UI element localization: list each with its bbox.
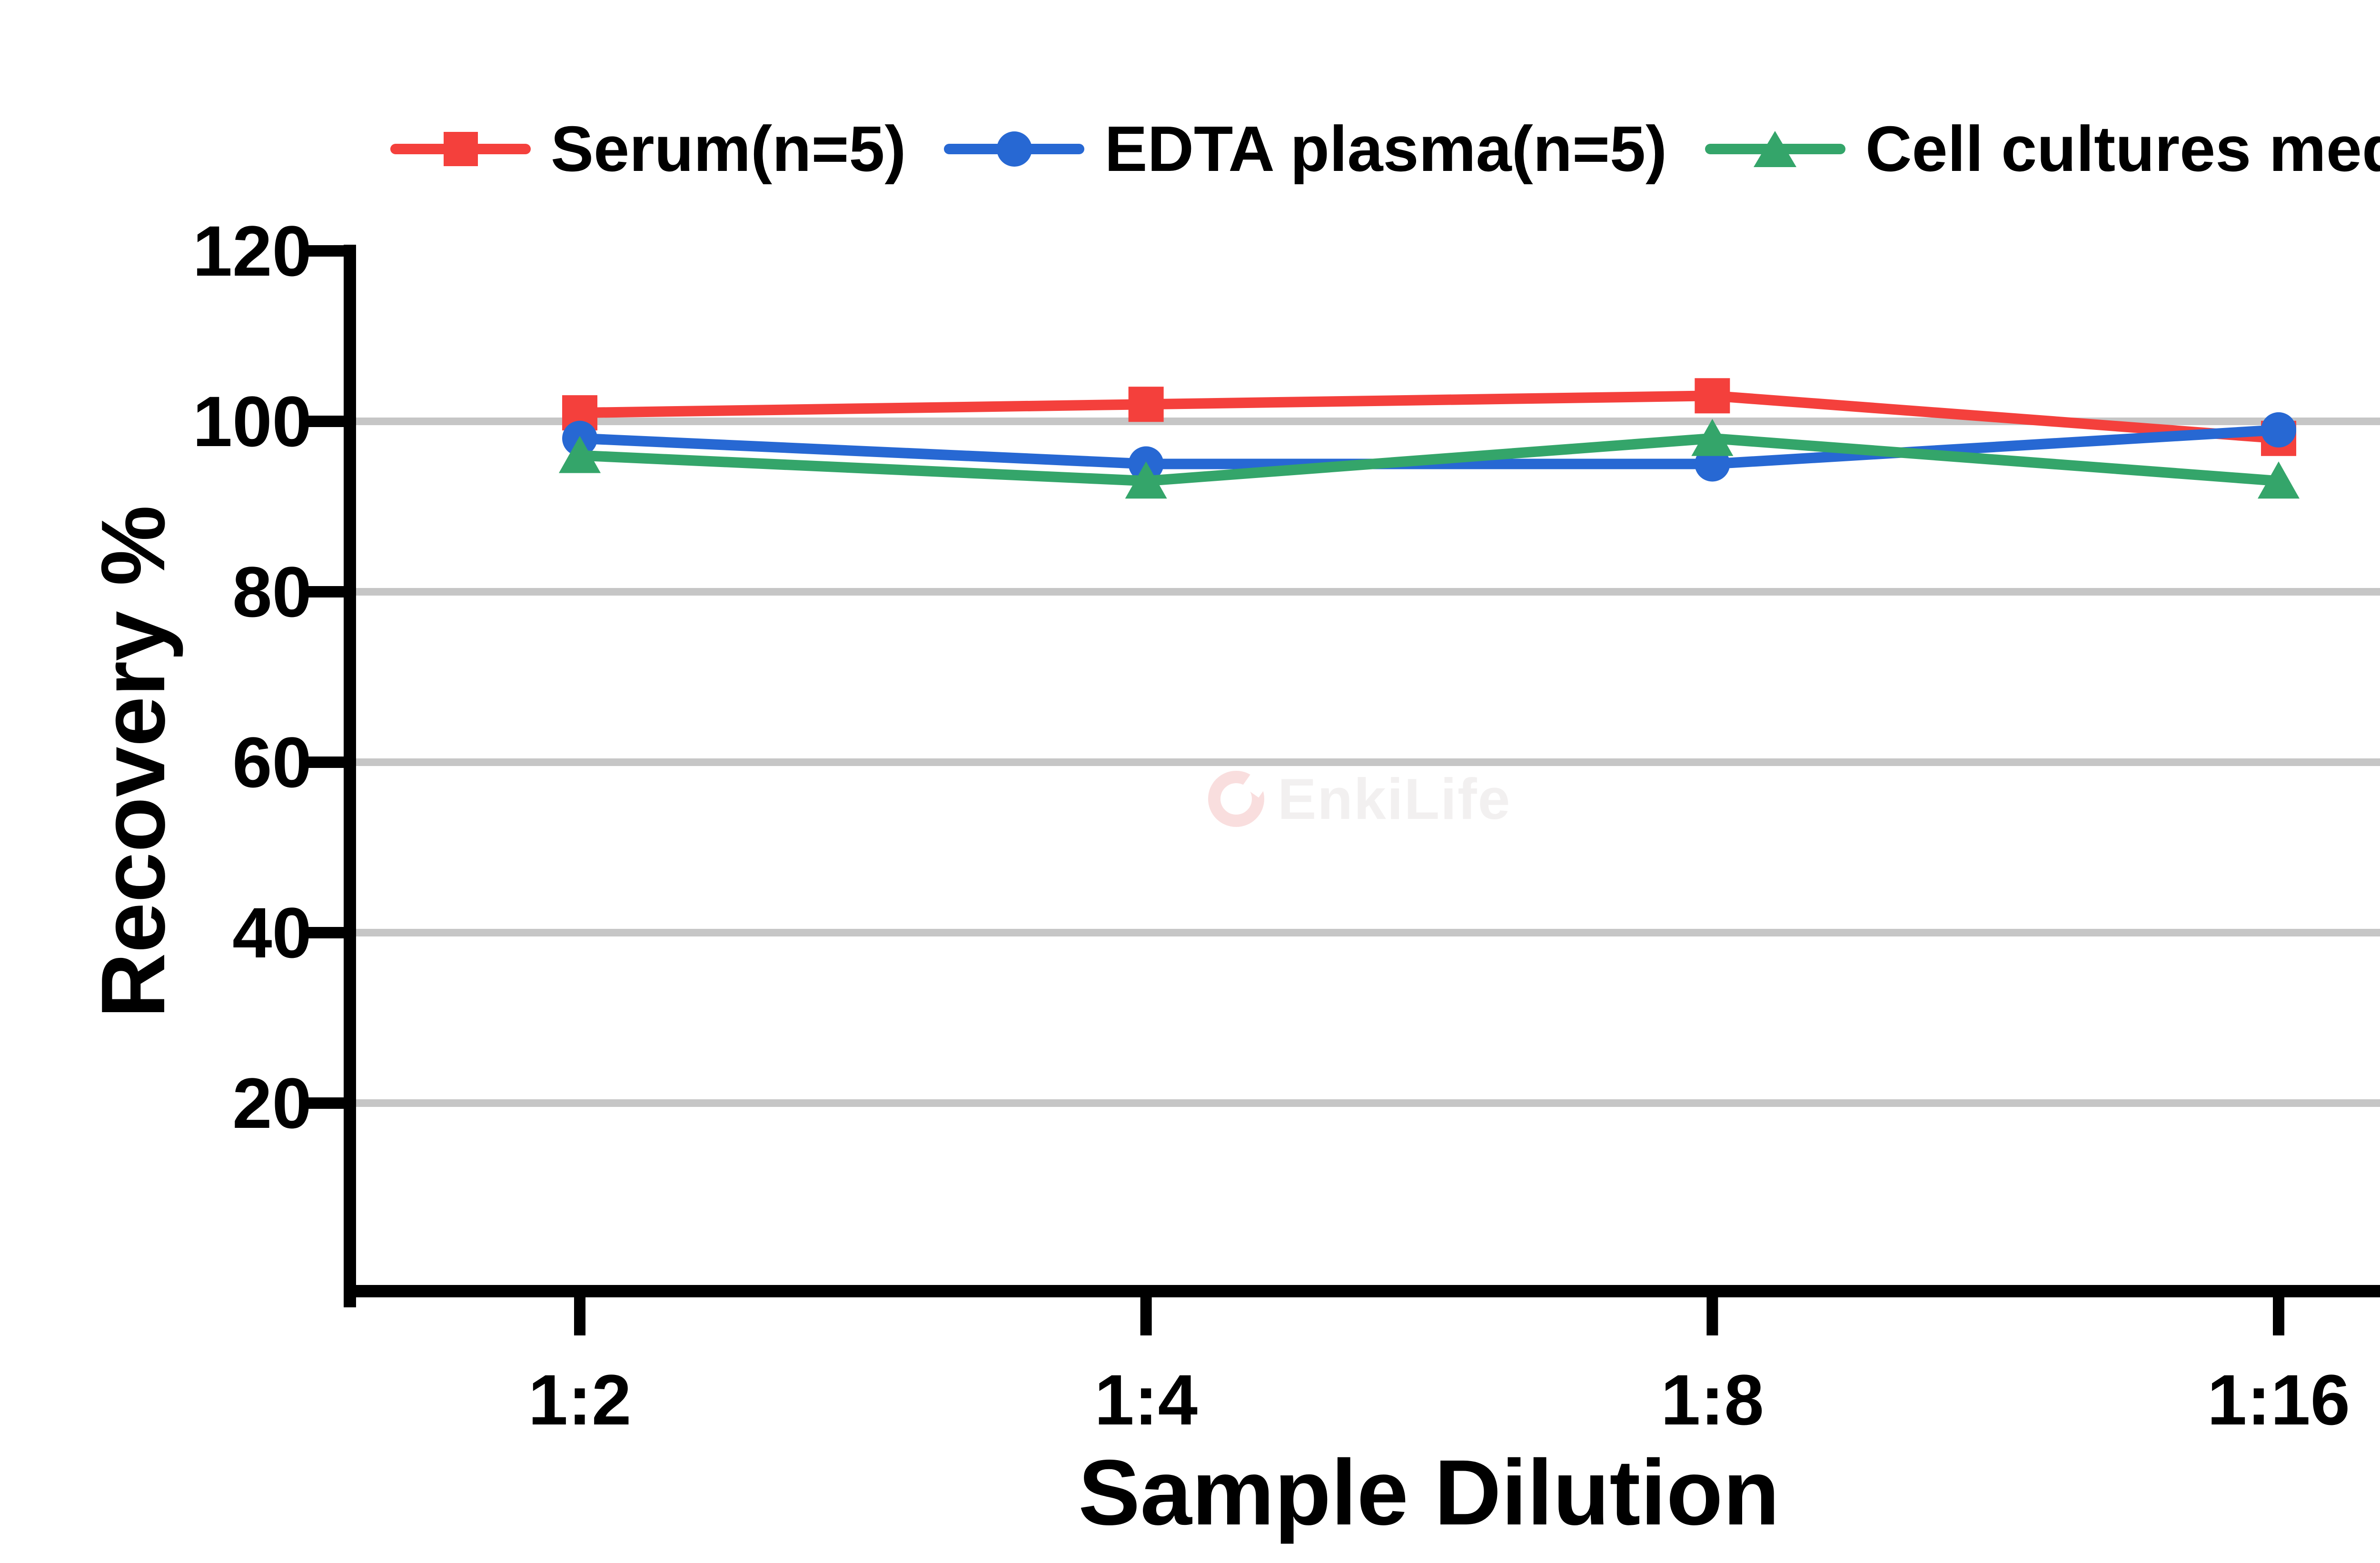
x-tick-label-1:2: 1:2 <box>528 1360 632 1440</box>
y-tick-label-40: 40 <box>232 893 312 973</box>
series-line-Serum(n=5) <box>575 390 2284 444</box>
x-tick-label-1:16: 1:16 <box>2207 1360 2350 1440</box>
x-axis-title: Sample Dilution <box>1078 1441 1780 1544</box>
y-tick-label-120: 120 <box>192 211 312 291</box>
cell-media-line-triangle-icon <box>1705 126 1845 171</box>
triangle-marker <box>2258 461 2300 499</box>
square-marker <box>1695 378 1730 414</box>
y-tick-label-100: 100 <box>192 381 312 461</box>
legend-label-cell-cultures-media: Cell cultures media(n=5) <box>1865 113 2380 185</box>
y-axis-title: Recovery % <box>83 505 184 1018</box>
edta-line-circle-icon <box>944 126 1085 171</box>
legend-label-edta-plasma: EDTA plasma(n=5) <box>1104 113 1667 185</box>
legend-item-edta-plasma: EDTA plasma(n=5) <box>944 112 1667 186</box>
plot-area <box>306 245 2380 1335</box>
y-tick-label-80: 80 <box>232 552 312 632</box>
square-marker <box>1128 387 1164 422</box>
square-marker-icon <box>443 131 478 166</box>
triangle-marker <box>1125 461 1167 499</box>
triangle-marker-icon <box>1754 130 1797 167</box>
circle-marker-icon <box>996 131 1032 167</box>
legend-item-serum: Serum(n=5) <box>390 112 906 186</box>
y-tick-label-20: 20 <box>232 1063 312 1143</box>
legend: Serum(n=5) EDTA plasma(n=5) Cell culture… <box>390 102 2380 195</box>
triangle-marker <box>559 436 601 473</box>
series-line-Cell cultures media(n=5) <box>575 433 2284 487</box>
triangle-marker <box>1691 418 1734 456</box>
circle-marker <box>2261 412 2296 448</box>
legend-item-cell-cultures-media: Cell cultures media(n=5) <box>1705 112 2380 186</box>
x-tick-label-1:8: 1:8 <box>1660 1360 1764 1440</box>
x-tick-label-1:4: 1:4 <box>1094 1360 1198 1440</box>
legend-label-serum: Serum(n=5) <box>551 113 906 185</box>
y-tick-label-60: 60 <box>232 722 312 802</box>
serum-line-square-icon <box>390 126 531 171</box>
